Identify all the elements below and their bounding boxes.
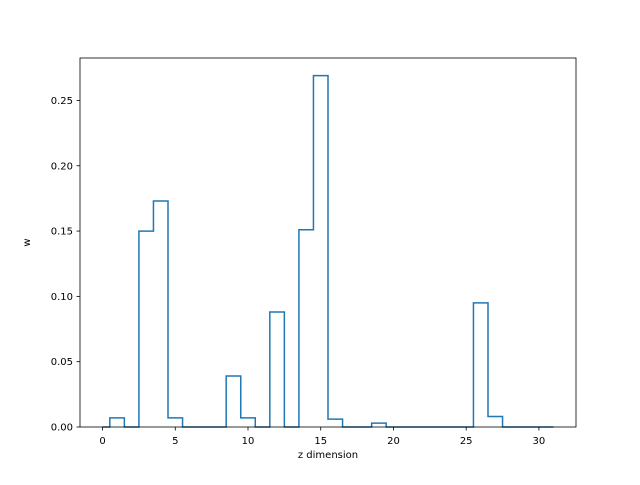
x-tick-label: 0 [99, 436, 105, 447]
x-tick-label: 10 [242, 436, 255, 447]
x-tick-label: 30 [533, 436, 546, 447]
plot-area [102, 74, 554, 428]
x-tick-label: 25 [460, 436, 473, 447]
x-tick-label: 5 [172, 436, 178, 447]
x-tick-label: 15 [314, 436, 327, 447]
y-axis-label: w [22, 238, 33, 246]
y-tick-label: 0.25 [51, 96, 73, 107]
y-tick-label: 0.15 [51, 227, 73, 238]
x-axis-label: z dimension [298, 450, 358, 461]
y-tick-label: 0.00 [51, 423, 73, 434]
series-line-0 [102, 74, 554, 428]
x-axis-ticks: 0 5 10 15 20 25 30 [99, 427, 545, 447]
y-tick-label: 0.10 [51, 292, 73, 303]
y-tick-label: 0.05 [51, 357, 73, 368]
y-tick-label: 0.20 [51, 161, 73, 172]
x-tick-label: 20 [387, 436, 400, 447]
y-axis-ticks: 0.00 0.05 0.10 0.15 0.20 0.25 [51, 96, 80, 434]
axes-frame [79, 57, 577, 428]
